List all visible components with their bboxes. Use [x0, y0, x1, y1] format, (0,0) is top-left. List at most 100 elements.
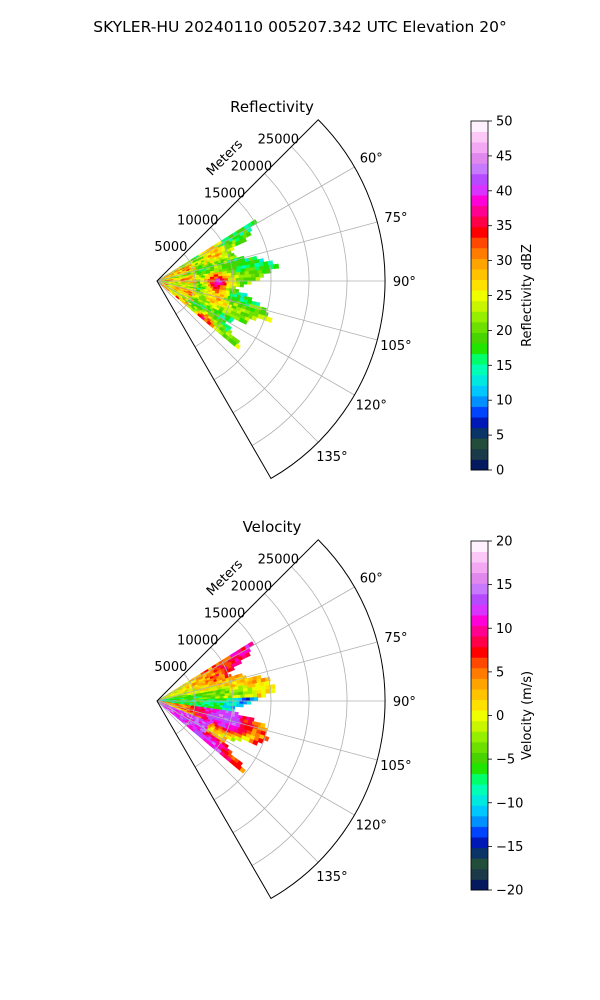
- data-cell: [236, 280, 241, 285]
- data-cell: [230, 737, 236, 743]
- data-cell: [252, 693, 258, 698]
- colorbar-segment: [471, 311, 488, 323]
- colorbar-segment: [471, 448, 488, 460]
- colorbar-segment: [471, 131, 488, 143]
- data-cell: [251, 315, 258, 322]
- data-cell: [252, 739, 259, 746]
- azimuth-tick-label: 90°: [393, 275, 416, 290]
- colorbar-tick-label: 45: [496, 149, 513, 164]
- data-cell: [245, 231, 252, 238]
- colorbar-segment: [471, 583, 488, 595]
- data-cell: [266, 316, 273, 323]
- colorbar-segment: [471, 879, 488, 891]
- data-cell: [241, 237, 248, 244]
- data-cell: [243, 700, 248, 705]
- data-cell: [260, 689, 267, 695]
- colorbar-tick-label: 50: [496, 115, 513, 130]
- colorbar-segment: [471, 625, 488, 637]
- data-cell: [261, 693, 267, 698]
- azimuth-gridline: [156, 221, 378, 282]
- range-tick-label: 5000: [154, 240, 187, 255]
- range-gridline: [251, 566, 348, 866]
- range-gridline: [251, 146, 348, 446]
- colorbar-tick-label: 10: [496, 622, 513, 637]
- colorbar-segment: [471, 752, 488, 764]
- data-cell: [261, 269, 268, 274]
- colorbar-segment: [471, 459, 488, 471]
- colorbar-segment: [471, 805, 488, 817]
- colorbar-segment: [471, 678, 488, 690]
- data-cell: [234, 343, 241, 350]
- colorbar: 0 5 10 15 20 25 30 35 40 45 50 Reflectivity dBZ: [470, 115, 535, 479]
- colorbar-segment: [471, 332, 488, 344]
- range-tick-label: 10000: [177, 633, 218, 648]
- data-cell: [256, 689, 262, 695]
- range-tick-label: 25000: [258, 133, 299, 148]
- colorbar-segment: [471, 300, 488, 312]
- range-gridline: [175, 673, 196, 735]
- colorbar-label: Velocity (m/s): [520, 671, 535, 760]
- data-cell: [239, 767, 246, 774]
- colorbar-segment: [471, 720, 488, 732]
- colorbar-segment: [471, 646, 488, 658]
- azimuth-tick-label: 105°: [380, 339, 411, 354]
- data-cell: [239, 700, 244, 705]
- data-cell: [249, 697, 255, 702]
- azimuth-gridline: [156, 586, 355, 702]
- sector-frame: [156, 539, 386, 900]
- data-cell: [238, 697, 243, 702]
- colorbar-segment: [471, 562, 488, 574]
- colorbar-tick-label: 10: [496, 394, 513, 409]
- colorbar-segment: [471, 385, 488, 397]
- figure-title: SKYLER-HU 20240110 005207.342 UTC Elevat…: [93, 18, 507, 36]
- azimuth-gridline: [156, 280, 378, 341]
- colorbar-segment: [471, 604, 488, 616]
- colorbar-segment: [471, 269, 488, 281]
- data-cell: [257, 737, 264, 744]
- range-tick-label: 20000: [231, 160, 272, 175]
- colorbar-segment: [471, 321, 488, 333]
- colorbar-segment: [471, 815, 488, 827]
- colorbar-tick-label: 30: [496, 254, 513, 269]
- colorbar-segment: [471, 636, 488, 648]
- data-cell: [244, 651, 251, 658]
- colorbar-segment: [471, 837, 488, 849]
- sector-frame: [156, 119, 386, 480]
- colorbar-segment: [471, 173, 488, 185]
- azimuth-tick-label: 75°: [384, 211, 407, 226]
- data-cell: [251, 690, 258, 695]
- azimuth-tick-label: 60°: [360, 151, 383, 166]
- colorbar-segment: [471, 794, 488, 806]
- azimuth-gridline: [156, 280, 319, 443]
- data-cell: [235, 700, 241, 705]
- azimuth-tick-label: 135°: [316, 450, 347, 465]
- colorbar-segment: [471, 438, 488, 450]
- colorbar-segment: [471, 353, 488, 365]
- azimuth-gridline: [156, 700, 378, 761]
- data-cell: [248, 693, 254, 699]
- range-gridline: [175, 253, 196, 315]
- range-tick-label: 5000: [154, 660, 187, 675]
- colorbar-segment: [471, 395, 488, 407]
- data-cell: [239, 277, 245, 282]
- data-cell: [247, 280, 252, 285]
- data-cell: [239, 283, 244, 288]
- colorbar-tick-label: −5: [496, 753, 515, 768]
- azimuth-tick-label: 60°: [360, 571, 383, 586]
- azimuth-gridline: [156, 700, 355, 816]
- colorbar-tick-label: 40: [496, 184, 513, 199]
- azimuth-tick-label: 105°: [380, 759, 411, 774]
- colorbar-segment: [471, 374, 488, 386]
- colorbar-segment: [471, 216, 488, 228]
- azimuth-gridline: [156, 280, 355, 396]
- colorbar-segment: [471, 364, 488, 376]
- colorbar-tick-label: 25: [496, 289, 513, 304]
- colorbar-tick-label: −15: [496, 840, 523, 855]
- colorbar-segment: [471, 279, 488, 291]
- data-cell: [238, 274, 244, 279]
- data-cell: [234, 697, 239, 702]
- range-gridline: [213, 620, 272, 801]
- range-gridline: [194, 226, 234, 348]
- reflectivity-panel: Reflectivity60°75°90°105°120°135°5000100…: [154, 98, 535, 480]
